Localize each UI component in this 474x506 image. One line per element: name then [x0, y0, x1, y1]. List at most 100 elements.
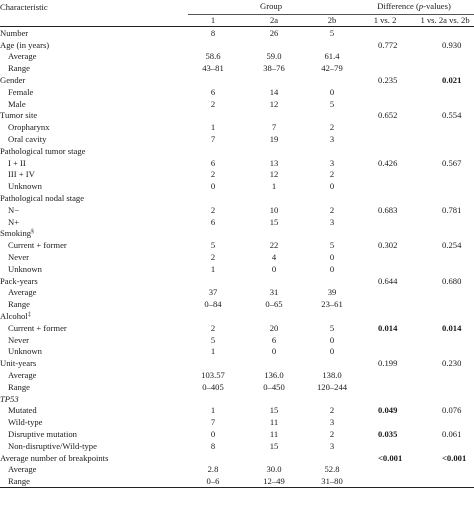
- group-2a-cell: 0–65: [265, 299, 283, 310]
- group-1-cell: [188, 74, 238, 86]
- group-2a-cell: 4: [271, 252, 277, 263]
- pvalue-1-vs-2a-vs-2b-cell: [416, 334, 474, 346]
- row-label: Gender: [0, 74, 188, 86]
- group-2a-cell: 7: [271, 122, 277, 133]
- group-2b-cell: 3: [329, 440, 335, 451]
- pvalue-1-vs-2-cell: [354, 181, 416, 193]
- table-row: Tumor site 0.652 0.554: [0, 110, 474, 122]
- group-2a-cell: 20: [269, 322, 279, 333]
- col-p1-header: 1 vs. 2: [354, 14, 417, 28]
- pvalue-1-vs-2a-vs-2b-cell: <0.001: [442, 452, 467, 463]
- group-2b-cell: 39: [327, 287, 337, 298]
- row-label-text: Tumor site: [0, 110, 38, 121]
- pvalue-1-vs-2a-vs-2b-cell: 0.680: [442, 275, 462, 286]
- group-2a-cell: 10: [269, 204, 279, 215]
- pvalue-1-vs-2a-vs-2b-cell: [416, 369, 474, 381]
- pvalue-1-vs-2a-vs-2b-cell: [416, 251, 474, 263]
- row-label-text: Disruptive mutation: [8, 428, 77, 439]
- pvalue-1-vs-2a-vs-2b-cell: [416, 393, 474, 405]
- pvalue-1-vs-2-cell: [354, 169, 416, 181]
- pvalue-1-vs-2-cell: [354, 63, 416, 75]
- table-row: Smoking§: [0, 228, 474, 240]
- row-label-text: Unknown: [8, 263, 42, 274]
- row-label: Male: [0, 98, 188, 110]
- pvalue-1-vs-2-cell: [354, 287, 416, 299]
- group-2b-cell: 5: [329, 27, 335, 38]
- group-1-cell: 2: [210, 204, 216, 215]
- pvalue-1-vs-2-cell: [354, 475, 417, 489]
- pvalue-1-vs-2-cell: [354, 122, 416, 134]
- group-1-cell: 103.57: [201, 370, 225, 380]
- row-label-text: Pathological nodal stage: [0, 193, 85, 204]
- pvalue-1-vs-2a-vs-2b-cell: [416, 98, 474, 110]
- group-2b-cell: 5: [329, 98, 335, 109]
- table-body: Number 8 26 5 Age (in years) 0.772 0.930 Averag…: [0, 27, 474, 489]
- row-label: Pack-years: [0, 275, 188, 287]
- group-2a-cell: 11: [269, 428, 279, 439]
- group-1-cell: 1: [210, 405, 216, 416]
- group-1-cell: 5: [210, 334, 216, 345]
- table-row: N− 2 10 2 0.683 0.781: [0, 204, 474, 216]
- group-1-cell: [188, 452, 238, 464]
- group-1-cell: [188, 310, 238, 322]
- table-row: Gender 0.235 0.021: [0, 74, 474, 86]
- group-2a-cell: 22: [269, 240, 279, 251]
- pvalue-1-vs-2a-vs-2b-cell: [416, 263, 474, 275]
- group-2b-cell: 120–244: [316, 381, 348, 392]
- pvalue-1-vs-2-cell: [354, 299, 416, 311]
- table-row: Unknown 1 0 0: [0, 346, 474, 358]
- pvalue-1-vs-2a-vs-2b-cell: [416, 169, 474, 181]
- group-2b-cell: 42–79: [321, 63, 343, 74]
- group-1-cell: 0: [210, 181, 216, 192]
- row-label-text: Unknown: [8, 346, 42, 357]
- pvalue-1-vs-2-cell: 0.049: [378, 405, 398, 416]
- group-1-cell: 1: [210, 263, 216, 274]
- footnote-marker: ‡: [27, 312, 31, 319]
- pvalue-1-vs-2a-vs-2b-cell: [416, 145, 474, 157]
- group-1-cell: 6: [210, 216, 216, 227]
- group-2a-cell: 0: [271, 346, 277, 357]
- row-label-text: Average number of breakpoints: [0, 452, 109, 463]
- row-label: Tumor site: [0, 110, 188, 122]
- pvalue-1-vs-2a-vs-2b-cell: [416, 122, 474, 134]
- group-2a-cell: 1: [271, 181, 277, 192]
- pvalue-1-vs-2-cell: 0.772: [378, 39, 398, 50]
- row-label: Average number of breakpoints: [0, 452, 188, 464]
- characteristic-header: Characteristic: [0, 1, 48, 12]
- group-2a-cell: 31: [269, 287, 279, 298]
- group-1-cell: 0–6: [188, 475, 238, 489]
- row-label-text: Number: [0, 27, 29, 38]
- group-2b-cell: [310, 192, 354, 204]
- row-label: Pathological nodal stage: [0, 192, 188, 204]
- row-label: Never: [0, 251, 188, 263]
- pvalue-1-vs-2-cell: 0.235: [378, 75, 398, 86]
- group-2a-cell: [238, 310, 310, 322]
- pvalue-1-vs-2a-vs-2b-cell: [416, 63, 474, 75]
- group-1-cell: [188, 275, 238, 287]
- pvalue-1-vs-2-cell: <0.001: [378, 452, 403, 463]
- difference-header: Difference (p-values): [354, 0, 474, 15]
- row-label-text: Never: [8, 334, 29, 345]
- group-2a-cell: [238, 110, 310, 122]
- pvalue-1-vs-2a-vs-2b-cell: 0.021: [442, 75, 462, 86]
- group-2b-cell: [310, 39, 354, 51]
- table-row: Pack-years 0.644 0.680: [0, 275, 474, 287]
- table-row: Alcohol‡: [0, 310, 474, 322]
- pvalue-1-vs-2-cell: [354, 27, 416, 39]
- pvalue-1-vs-2-cell: 0.683: [378, 204, 398, 215]
- table-row: TP53: [0, 393, 474, 405]
- row-label: Female: [0, 86, 188, 98]
- group-1-cell: [188, 145, 238, 157]
- table-row: Pathological tumor stage: [0, 145, 474, 157]
- group-1-cell: 5: [210, 240, 216, 251]
- table-row: Range 0–84 0–65 23–61: [0, 299, 474, 311]
- row-label-text: N−: [8, 204, 20, 215]
- pvalue-1-vs-2-cell: [354, 192, 416, 204]
- row-label: Disruptive mutation: [0, 428, 188, 440]
- pvalue-1-vs-2a-vs-2b-cell: [416, 133, 474, 145]
- table-row: Current + former 2 20 5 0.014 0.014: [0, 322, 474, 334]
- pvalue-1-vs-2-cell: [354, 369, 416, 381]
- group-2b-cell: [310, 228, 354, 240]
- pvalue-1-vs-2a-vs-2b-cell: [416, 440, 474, 452]
